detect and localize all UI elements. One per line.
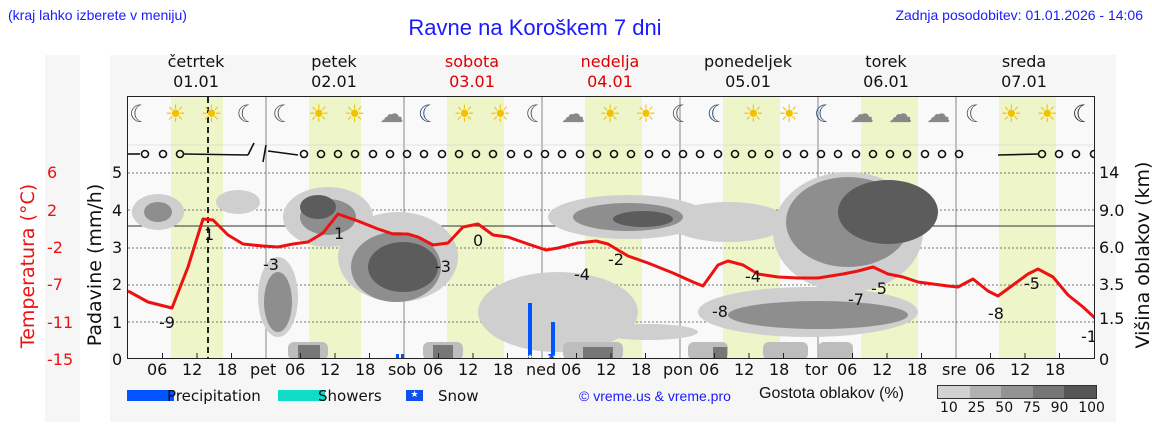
sun-cloud-icon: ☀ — [343, 100, 366, 128]
precip-tick: 0 — [112, 350, 123, 369]
cloud-icon: ☁ — [888, 100, 913, 128]
x-ticks — [162, 353, 1060, 358]
svg-text:-4: -4 — [745, 267, 761, 286]
precipitation-bars — [396, 303, 555, 358]
cloud-snow-icon: ☁ — [561, 100, 586, 128]
temp-tick: 2 — [47, 201, 58, 220]
svg-text:★: ★ — [545, 353, 551, 359]
temp-tick: -15 — [47, 350, 74, 369]
sun-cloud-icon: ☀ — [307, 100, 330, 128]
cloud-height-tick: 3.5 — [1099, 275, 1125, 294]
page-title: Ravne na Koroškem 7 dni — [408, 15, 662, 40]
precip-tick: 2 — [112, 275, 123, 294]
day-header: četrtek 01.01 — [167, 52, 225, 91]
precip-tick: 3 — [112, 238, 123, 257]
day-header-weekend: nedelja 04.01 — [580, 52, 640, 91]
cloud-height-axis-label: Višina oblakov (km) — [1132, 161, 1152, 349]
cloud-height-tick: 1.5 — [1099, 309, 1125, 328]
x-axis-labels: 06 12 18 pet 06 12 18 sob 06 12 18 ned 0… — [147, 360, 1066, 379]
sun-cloud-icon: ☀ — [1000, 100, 1023, 128]
cloud-height-tick: 9.0 — [1099, 201, 1125, 220]
last-update: Zadnja posodobitev: 01.01.2026 - 14:06 — [895, 7, 1143, 23]
day-header-weekend: sobota 03.01 — [444, 52, 500, 91]
svg-text:1: 1 — [204, 225, 214, 244]
sun-cloud-icon: ☀ — [200, 100, 223, 128]
moon-fog-icon: ☾ — [417, 100, 440, 128]
day-header: sreda 07.01 — [1001, 52, 1047, 91]
precipitation-swatch — [127, 390, 174, 401]
sun-cloud-icon: ☀ — [778, 100, 800, 128]
temp-tick: -2 — [47, 238, 63, 257]
svg-text:-4: -4 — [574, 265, 590, 284]
svg-text:1: 1 — [334, 224, 344, 243]
legend-precipitation: Precipitation — [167, 387, 261, 405]
moon-cloud-icon: ☾ — [670, 100, 693, 128]
legend-showers: Showers — [318, 387, 382, 405]
snow-swatch-icon: ★ — [406, 390, 423, 401]
temperature-axis-strip — [45, 55, 80, 422]
weather-icon-row: ☾ ☀ ☀ ☾ ☾ ☀ ☀ ☁ ☾ ☀ ☀ ☾ ☁ ☀ ☀ ☾ ☾ ☀ ☀ ☾ … — [129, 99, 1094, 133]
day-header: torek 06.01 — [863, 52, 909, 91]
legend-snow: Snow — [438, 387, 479, 405]
wind-row — [128, 142, 1094, 163]
moon-cloud-icon: ☾ — [236, 100, 258, 128]
moon-fog-icon: ☾ — [814, 100, 836, 128]
precip-tick: 5 — [112, 163, 123, 182]
moon-fog-icon: ☾ — [706, 100, 729, 128]
svg-text:-3: -3 — [263, 255, 279, 274]
cloud-density-blobs — [132, 172, 938, 358]
snow-markers: ★ ★ ★ — [527, 353, 558, 359]
svg-text:-5: -5 — [871, 279, 887, 298]
location-hint: (kraj lahko izberete v meniju) — [8, 7, 187, 23]
cloud-snow-icon: ☁ — [379, 100, 404, 128]
cloud-icon: ☁ — [849, 100, 874, 128]
precip-tick: 1 — [112, 313, 123, 332]
forecast-svg: ★ ★ ★ -9 1 -3 1 -3 0 -4 -2 -8 -4 -7 -5 -8 … — [128, 97, 1095, 359]
temperature-labels: -9 1 -3 1 -3 0 -4 -2 -8 -4 -7 -5 -8 -5 -… — [159, 224, 1095, 346]
moon-cloud-snow-icon: ☾ — [525, 100, 547, 128]
svg-text:-2: -2 — [608, 250, 624, 269]
temp-tick: -7 — [47, 275, 63, 294]
moon-cloud-icon: ☾ — [964, 100, 987, 128]
moon-cloud-icon: ☾ — [129, 100, 151, 128]
cloud-density-ticks: 10 25 50 75 90 100 — [940, 400, 1105, 416]
forecast-plot: ★ ★ ★ -9 1 -3 1 -3 0 -4 -2 -8 -4 -7 -5 -8 … — [127, 96, 1095, 359]
cloud-density-scale — [937, 385, 1097, 399]
svg-text:-5: -5 — [1024, 274, 1040, 293]
sun-fog-icon: ☀ — [599, 100, 621, 128]
svg-text:-8: -8 — [712, 302, 728, 321]
cloud-density-label: Gostota oblakov (%) — [759, 385, 904, 402]
svg-text:-9: -9 — [159, 313, 175, 332]
cloud-icon: ☁ — [926, 100, 951, 128]
sun-icon: ☀ — [453, 100, 476, 128]
svg-text:-3: -3 — [435, 257, 451, 276]
sun-cloud-icon: ☀ — [489, 100, 511, 128]
cloud-height-tick: 0 — [1099, 350, 1110, 369]
svg-text:-8: -8 — [988, 304, 1004, 323]
svg-text:★: ★ — [552, 353, 558, 359]
credit-link[interactable]: © vreme.us & vreme.pro — [579, 388, 731, 404]
precipitation-axis-label: Padavine (mm/h) — [84, 183, 106, 347]
temp-tick: -11 — [47, 313, 74, 332]
day-header: ponedeljek 05.01 — [704, 52, 792, 91]
precip-tick: 4 — [112, 201, 123, 220]
cloud-height-tick: 14 — [1099, 163, 1120, 182]
sun-icon: ☀ — [1036, 100, 1058, 128]
svg-text:-11: -11 — [1081, 327, 1095, 346]
moon-cloud-icon: ☾ — [272, 100, 294, 128]
svg-text:0: 0 — [473, 231, 483, 250]
sun-cloud-icon: ☀ — [635, 100, 657, 128]
temp-tick: 6 — [47, 163, 58, 182]
moon-icon: ☾ — [1072, 100, 1094, 128]
temperature-curve — [128, 212, 1094, 320]
showers-swatch — [278, 390, 325, 401]
sun-cloud-icon: ☀ — [742, 100, 765, 128]
day-header: petek 02.01 — [311, 52, 357, 91]
svg-text:★: ★ — [527, 353, 533, 359]
cloud-height-tick: 6.0 — [1099, 238, 1125, 257]
temperature-axis-label: Temperatura (°C) — [17, 183, 39, 349]
svg-text:-7: -7 — [848, 290, 864, 309]
sun-cloud-icon: ☀ — [164, 100, 187, 128]
